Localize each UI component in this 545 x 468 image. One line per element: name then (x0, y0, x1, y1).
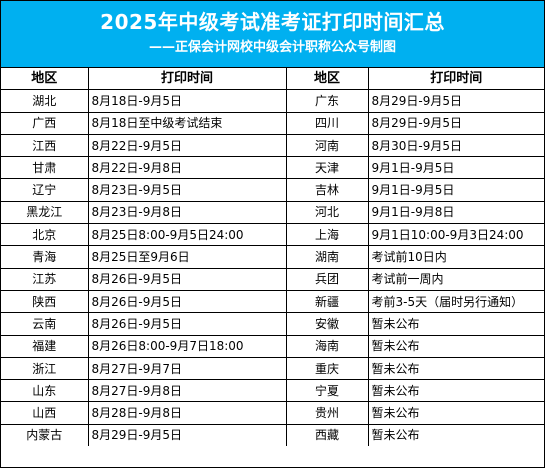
table-row: 浙江 8月27日-9月7日 重庆 暂未公布 (1, 356, 544, 381)
column-header-region-right: 地区 (285, 68, 369, 91)
region-left-cell: 湖北 (1, 89, 89, 113)
time-right-cell: 9月1日-9月8日 (367, 200, 544, 225)
region-left-cell: 内蒙古 (1, 423, 89, 447)
time-right-cell: 8月29日-9月5日 (367, 111, 544, 135)
table-row: 黑龙江 8月23日-9月8日 河北 9月1日-9月8日 (1, 200, 544, 225)
time-left-cell: 8月26日-9月5日 (87, 312, 287, 336)
time-right-cell: 暂未公布 (367, 312, 544, 336)
time-left-cell: 8月26日-9月5日 (87, 267, 287, 291)
time-left-cell: 8月28日-9月8日 (87, 401, 287, 425)
time-right-cell: 9月1日-9月5日 (367, 178, 544, 202)
table-row: 福建 8月26日8:00-9月7日18:00 海南 暂未公布 (1, 334, 544, 358)
region-left-cell: 山东 (1, 379, 89, 403)
region-left-cell: 甘肃 (1, 156, 89, 180)
region-right-cell: 贵州 (285, 401, 369, 425)
time-left-cell: 8月25日8:00-9月5日24:00 (87, 223, 287, 247)
table-row: 广西 8月18日至中级考试结束 四川 8月29日-9月5日 (1, 111, 544, 135)
table-row: 内蒙古 8月29日-9月5日 西藏 暂未公布 (1, 423, 544, 447)
time-right-cell: 考前3-5天（届时另行通知） (367, 289, 544, 314)
column-header-time-left: 打印时间 (87, 68, 287, 91)
region-right-cell: 海南 (285, 334, 369, 358)
region-right-cell: 四川 (285, 111, 369, 135)
time-right-cell: 暂未公布 (367, 334, 544, 358)
region-left-cell: 青海 (1, 245, 89, 269)
time-left-cell: 8月27日-9月7日 (87, 356, 287, 381)
time-left-cell: 8月26日8:00-9月7日18:00 (87, 334, 287, 358)
table-row: 湖北 8月18日-9月5日 广东 8月29日-9月5日 (1, 89, 544, 113)
time-right-cell: 9月1日10:00-9月3日24:00 (367, 223, 544, 247)
region-left-cell: 辽宁 (1, 178, 89, 202)
time-right-cell: 9月1日-9月5日 (367, 156, 544, 180)
table-row: 北京 8月25日8:00-9月5日24:00 上海 9月1日10:00-9月3日24:… (1, 223, 544, 247)
region-left-cell: 江苏 (1, 267, 89, 291)
time-left-cell: 8月23日-9月5日 (87, 178, 287, 202)
time-right-cell: 8月29日-9月5日 (367, 89, 544, 113)
region-left-cell: 广西 (1, 111, 89, 135)
time-right-cell: 考试前一周内 (367, 267, 544, 291)
region-right-cell: 安徽 (285, 312, 369, 336)
time-right-cell: 暂未公布 (367, 423, 544, 447)
time-left-cell: 8月29日-9月5日 (87, 423, 287, 447)
print-time-table: 地区 打印时间 地区 打印时间 湖北 8月18日-9月5日 广东 8月29日-9月5日… (1, 68, 544, 447)
region-left-cell: 山西 (1, 401, 89, 425)
table-row: 山西 8月28日-9月8日 贵州 暂未公布 (1, 401, 544, 425)
region-right-cell: 新疆 (285, 289, 369, 314)
column-header-region-left: 地区 (1, 68, 89, 91)
table-row: 山东 8月27日-9月8日 宁夏 暂未公布 (1, 379, 544, 403)
time-right-cell: 暂未公布 (367, 401, 544, 425)
table-row: 云南 8月26日-9月5日 安徽 暂未公布 (1, 312, 544, 336)
region-right-cell: 河北 (285, 200, 369, 225)
table-row: 辽宁 8月23日-9月5日 吉林 9月1日-9月5日 (1, 178, 544, 202)
table-row: 陕西 8月26日-9月5日 新疆 考前3-5天（届时另行通知） (1, 289, 544, 314)
table-header-row: 地区 打印时间 地区 打印时间 (1, 68, 544, 91)
time-left-cell: 8月18日至中级考试结束 (87, 111, 287, 135)
region-left-cell: 黑龙江 (1, 200, 89, 225)
region-left-cell: 云南 (1, 312, 89, 336)
table-row: 江苏 8月26日-9月5日 兵团 考试前一周内 (1, 267, 544, 291)
column-header-time-right: 打印时间 (367, 68, 544, 91)
region-right-cell: 湖南 (285, 245, 369, 269)
region-right-cell: 宁夏 (285, 379, 369, 403)
region-right-cell: 河南 (285, 133, 369, 158)
region-right-cell: 兵团 (285, 267, 369, 291)
table-row: 青海 8月25日至9月6日 湖南 考试前10日内 (1, 245, 544, 269)
table-row: 甘肃 8月22日-9月8日 天津 9月1日-9月5日 (1, 156, 544, 180)
time-left-cell: 8月23日-9月8日 (87, 200, 287, 225)
page-subtitle: ——正保会计网校中级会计职称公众号制图 (148, 40, 396, 55)
region-left-cell: 北京 (1, 223, 89, 247)
region-right-cell: 天津 (285, 156, 369, 180)
region-right-cell: 广东 (285, 89, 369, 113)
title-banner: 2025年中级考试准考证打印时间汇总 ——正保会计网校中级会计职称公众号制图 (1, 1, 544, 68)
time-left-cell: 8月22日-9月8日 (87, 156, 287, 180)
time-left-cell: 8月27日-9月8日 (87, 379, 287, 403)
region-left-cell: 陕西 (1, 289, 89, 314)
region-right-cell: 重庆 (285, 356, 369, 381)
region-left-cell: 江西 (1, 133, 89, 158)
time-left-cell: 8月22日-9月5日 (87, 133, 287, 158)
region-left-cell: 福建 (1, 334, 89, 358)
region-right-cell: 吉林 (285, 178, 369, 202)
time-right-cell: 考试前10日内 (367, 245, 544, 269)
page-title: 2025年中级考试准考证打印时间汇总 (100, 10, 445, 34)
region-right-cell: 上海 (285, 223, 369, 247)
time-right-cell: 暂未公布 (367, 356, 544, 381)
time-left-cell: 8月25日至9月6日 (87, 245, 287, 269)
table-body: 湖北 8月18日-9月5日 广东 8月29日-9月5日 广西 8月18日至中级考试结束 四川… (1, 89, 544, 447)
region-right-cell: 西藏 (285, 423, 369, 447)
region-left-cell: 浙江 (1, 356, 89, 381)
time-right-cell: 暂未公布 (367, 379, 544, 403)
time-left-cell: 8月26日-9月5日 (87, 289, 287, 314)
time-right-cell: 8月30日-9月5日 (367, 133, 544, 158)
table-row: 江西 8月22日-9月5日 河南 8月30日-9月5日 (1, 133, 544, 158)
time-left-cell: 8月18日-9月5日 (87, 89, 287, 113)
